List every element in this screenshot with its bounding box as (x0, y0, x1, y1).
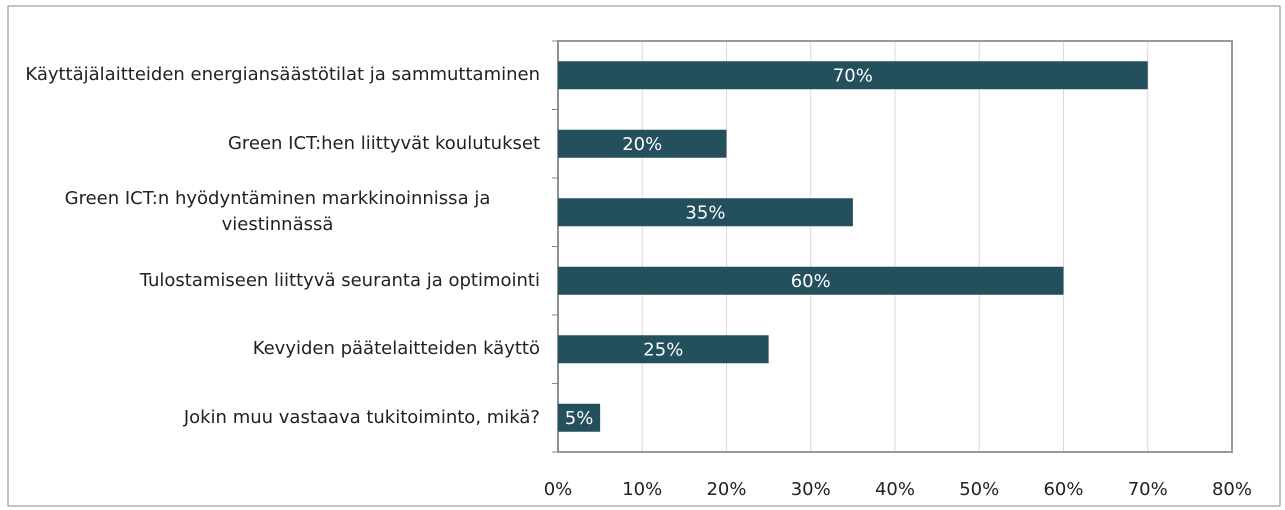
y-tick-label: Tulostamiseen liittyvä seuranta ja optim… (139, 269, 540, 291)
value-label: 35% (685, 202, 725, 223)
category-label-box: Tulostamiseen liittyvä seuranta ja optim… (15, 247, 540, 316)
x-tick-label: 80% (1212, 479, 1252, 500)
bar (558, 403, 601, 432)
x-tick-label: 10% (622, 479, 662, 500)
bar (558, 198, 853, 227)
y-tick-label: Jokin muu vastaava tukitoiminto, mikä? (183, 406, 540, 428)
value-label: 25% (643, 339, 683, 360)
y-tick-label: Kevyiden päätelaitteiden käyttö (252, 338, 540, 360)
y-tick-label: Käyttäjälaitteiden energiansäästötilat j… (25, 64, 540, 86)
value-label: 20% (622, 134, 662, 155)
y-tick-label: Green ICT:hen liittyvät koulutukset (227, 132, 540, 154)
category-label-box: Green ICT:n hyödyntäminen markkinoinniss… (15, 178, 540, 247)
x-tick-label: 50% (959, 479, 999, 500)
category-label-box: Käyttäjälaitteiden energiansäästötilat j… (15, 41, 540, 110)
y-tick-label: Green ICT:n hyödyntäminen markkinoinniss… (64, 188, 491, 236)
x-tick-label: 40% (875, 479, 915, 500)
bar (558, 266, 1064, 295)
category-label-box: Jokin muu vastaava tukitoiminto, mikä? (15, 384, 540, 453)
value-label: 70% (833, 65, 873, 86)
chart-frame (7, 5, 1281, 507)
category-label-box: Kevyiden päätelaitteiden käyttö (15, 315, 540, 384)
x-tick-label: 60% (1043, 479, 1083, 500)
bar (558, 61, 1148, 90)
x-tick-label: 20% (706, 479, 746, 500)
bar (558, 335, 769, 364)
x-tick-label: 0% (544, 479, 573, 500)
x-tick-label: 30% (791, 479, 831, 500)
x-tick-label: 70% (1128, 479, 1168, 500)
value-label: 5% (565, 408, 594, 429)
bar (558, 129, 727, 158)
category-label-box: Green ICT:hen liittyvät koulutukset (15, 110, 540, 179)
value-label: 60% (791, 271, 831, 292)
